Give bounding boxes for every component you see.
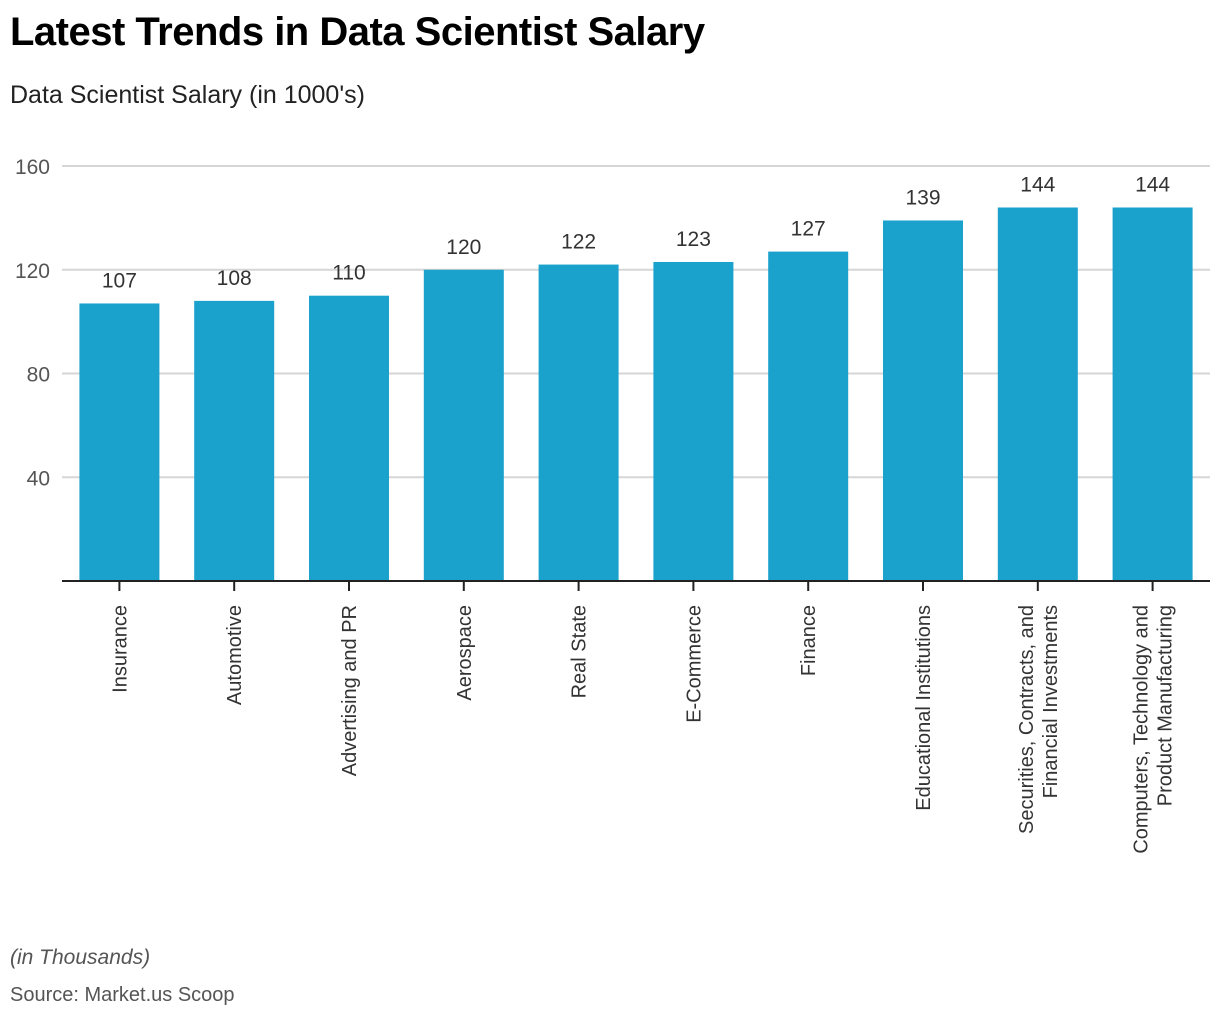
data-label: 107 (102, 269, 137, 292)
y-axis-ticks: 40 80 120 160 (15, 156, 50, 490)
category-label: Aerospace (454, 605, 476, 701)
category-label-line: E-Commerce (683, 605, 705, 723)
data-label: 122 (561, 231, 596, 254)
category-label-line: Automotive (224, 605, 246, 705)
data-label: 127 (791, 218, 826, 241)
data-label: 120 (446, 236, 481, 259)
category-label-line: Securities, Contracts, and (1016, 605, 1038, 834)
category-label-line: Finance (798, 605, 820, 676)
data-label: 144 (1135, 174, 1170, 197)
y-tick-label: 40 (27, 467, 50, 490)
x-axis (62, 580, 1210, 591)
bar (194, 300, 275, 581)
data-labels: 107 108 110 120 122 123 127 139 144 144 (102, 174, 1171, 293)
bar (883, 220, 963, 581)
chart-subtitle: Data Scientist Salary (in 1000's) (10, 81, 365, 109)
source-credit: Source: Market.us Scoop (10, 984, 235, 1006)
y-tick-label: 80 (27, 364, 50, 387)
category-label-line: Educational Institutions (913, 605, 935, 811)
bar (309, 295, 389, 581)
category-label: E-Commerce (683, 605, 705, 723)
category-label-line: Product Manufacturing (1155, 605, 1177, 806)
category-label: Securities, Contracts, and Financial Inve… (1016, 605, 1062, 834)
category-label-line: Aerospace (454, 605, 476, 701)
category-label-line: Insurance (109, 605, 131, 693)
category-label-line: Real State (569, 605, 591, 698)
data-label: 139 (905, 186, 940, 209)
category-label: Finance (798, 605, 820, 676)
bars (79, 207, 1193, 581)
units-note: (in Thousands) (10, 946, 151, 969)
data-label: 123 (676, 228, 711, 251)
y-tick-label: 160 (15, 156, 50, 179)
bar (768, 251, 849, 581)
category-label: Insurance (109, 605, 131, 693)
data-label: 108 (217, 267, 252, 290)
data-label: 144 (1020, 174, 1055, 197)
data-label: 110 (332, 262, 365, 285)
category-label: Advertising and PR (339, 605, 361, 776)
category-label: Computers, Technology and Product Manufac… (1131, 605, 1177, 854)
category-label: Automotive (224, 605, 246, 705)
category-label: Real State (569, 605, 591, 698)
bar-chart: 40 80 120 160 107 108 110 120 122 123 127 139 144 14… (15, 156, 1210, 854)
bar (653, 261, 734, 581)
category-labels: Insurance Automotive Advertising and PR Aer… (109, 605, 1176, 854)
category-label-line: Financial Investments (1040, 605, 1062, 798)
bar (423, 269, 504, 581)
y-tick-label: 120 (15, 260, 50, 283)
category-label: Educational Institutions (913, 605, 935, 811)
bar (79, 303, 160, 581)
bar (997, 207, 1078, 581)
category-label-line: Advertising and PR (339, 605, 361, 776)
bar (1112, 207, 1193, 581)
category-label-line: Computers, Technology and (1131, 605, 1153, 854)
bar (538, 264, 619, 581)
chart-title: Latest Trends in Data Scientist Salary (10, 10, 705, 54)
